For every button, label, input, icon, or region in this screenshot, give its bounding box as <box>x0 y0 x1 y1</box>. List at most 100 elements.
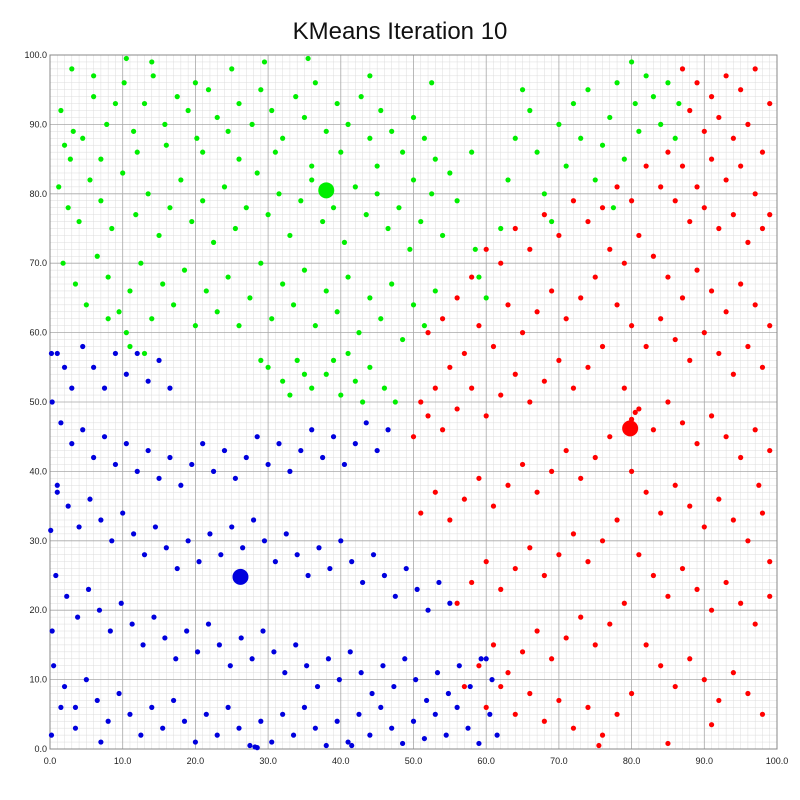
data-point <box>352 378 358 384</box>
data-point <box>240 545 246 551</box>
x-tick-label: 60.0 <box>477 756 495 766</box>
data-point <box>534 149 540 155</box>
data-point <box>276 191 282 197</box>
data-point <box>72 725 79 731</box>
data-point <box>716 225 722 232</box>
data-point <box>167 385 173 391</box>
data-point <box>205 621 212 627</box>
data-point <box>454 704 460 710</box>
data-point <box>563 316 569 322</box>
data-point <box>134 350 140 357</box>
data-point <box>83 302 89 308</box>
x-tick-label: 70.0 <box>550 756 568 766</box>
data-point <box>203 711 209 717</box>
data-point <box>679 66 686 72</box>
data-point <box>629 198 635 204</box>
data-point <box>276 441 282 447</box>
data-point <box>129 621 135 627</box>
data-point <box>58 704 64 710</box>
centroid-marker <box>318 182 335 199</box>
data-point <box>629 323 635 329</box>
data-point <box>403 565 409 572</box>
data-point <box>156 232 162 239</box>
data-point <box>599 205 606 211</box>
data-point <box>269 107 275 114</box>
data-point <box>280 281 286 287</box>
data-point <box>534 628 540 634</box>
data-point <box>489 677 495 683</box>
data-point <box>149 316 155 322</box>
data-point <box>585 218 591 225</box>
data-point <box>162 121 168 127</box>
data-point <box>498 225 504 232</box>
data-point <box>49 399 55 405</box>
data-point <box>730 517 736 523</box>
data-point <box>61 142 68 148</box>
data-point <box>694 267 700 273</box>
data-point <box>194 649 201 655</box>
data-point <box>185 107 191 114</box>
data-point <box>196 559 202 565</box>
data-point <box>109 225 115 232</box>
data-point <box>167 454 173 461</box>
data-point <box>483 559 489 565</box>
data-point <box>490 503 497 509</box>
data-point <box>607 621 613 627</box>
data-point <box>708 156 715 162</box>
data-point <box>338 538 344 544</box>
data-point <box>385 225 391 232</box>
data-point <box>461 683 467 690</box>
data-point <box>105 316 111 322</box>
data-point <box>425 330 431 336</box>
data-point <box>247 742 253 749</box>
data-point <box>519 330 526 336</box>
data-point <box>69 66 75 72</box>
data-point <box>378 704 384 710</box>
data-point <box>723 73 729 79</box>
y-tick-label: 90.0 <box>29 119 47 129</box>
x-tick-label: 10.0 <box>114 756 132 766</box>
data-point <box>730 135 736 141</box>
data-point <box>701 205 707 211</box>
data-point <box>643 343 649 350</box>
data-point <box>207 531 213 537</box>
data-point <box>599 732 606 738</box>
data-point <box>301 371 308 377</box>
data-point <box>679 295 686 301</box>
data-point <box>476 323 482 329</box>
data-point <box>418 399 424 405</box>
data-point <box>98 517 104 523</box>
data-point <box>527 246 533 252</box>
data-point <box>752 191 758 197</box>
data-point <box>98 156 104 162</box>
data-point <box>69 385 75 391</box>
data-point <box>101 434 108 440</box>
data-point <box>592 274 598 280</box>
data-point <box>578 135 584 141</box>
chart-title: KMeans Iteration 10 <box>292 18 508 45</box>
data-point <box>392 399 398 405</box>
data-point <box>745 690 751 697</box>
data-point <box>116 309 122 315</box>
data-point <box>527 545 533 551</box>
data-point <box>476 475 482 481</box>
data-point <box>636 232 642 239</box>
data-point <box>345 121 351 127</box>
data-point <box>410 718 417 724</box>
data-point <box>61 364 68 370</box>
data-point <box>127 343 133 350</box>
data-point <box>118 600 124 606</box>
data-point <box>236 323 242 329</box>
data-point <box>105 274 111 280</box>
data-point <box>80 343 86 350</box>
data-point <box>636 552 642 558</box>
data-point <box>439 316 446 322</box>
data-point <box>541 378 547 384</box>
data-point <box>445 690 451 697</box>
data-point <box>469 385 475 391</box>
data-point <box>173 656 179 662</box>
data-point <box>534 489 540 495</box>
centroids <box>232 182 639 585</box>
data-point <box>694 586 700 592</box>
